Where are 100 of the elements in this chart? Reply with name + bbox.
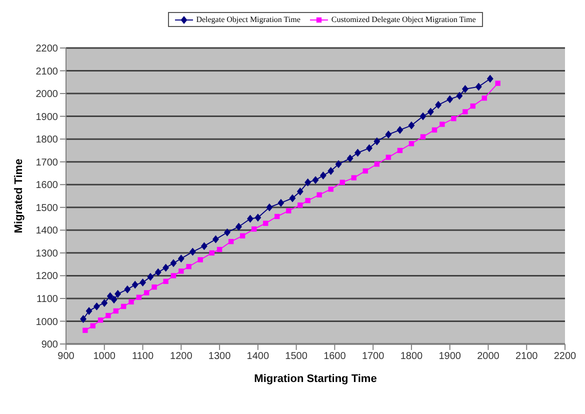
- point: [451, 116, 456, 122]
- point: [435, 101, 442, 109]
- point: [178, 268, 184, 274]
- point: [462, 85, 468, 93]
- x-tick-label: 1700: [362, 351, 385, 362]
- y-tick-label: 1800: [36, 134, 58, 146]
- point: [266, 204, 273, 212]
- point: [240, 233, 246, 238]
- x-tick-label: 1900: [438, 351, 462, 362]
- point: [224, 228, 230, 236]
- y-tick-label: 1600: [36, 180, 58, 192]
- point: [397, 148, 403, 154]
- y-tick-label: 2200: [36, 44, 58, 55]
- point: [385, 130, 392, 138]
- point: [162, 264, 169, 272]
- point: [198, 257, 203, 262]
- point: [366, 144, 372, 152]
- point: [251, 226, 257, 232]
- point: [316, 192, 322, 198]
- x-tick-label: 2100: [515, 351, 538, 362]
- point: [456, 92, 463, 100]
- point: [354, 149, 361, 156]
- legend-label: Customized Delegate Object Migration Time: [331, 15, 476, 24]
- point: [286, 208, 292, 214]
- y-tick-label: 1500: [36, 202, 58, 214]
- point: [101, 299, 108, 307]
- y-axis-title: Migrated Time: [12, 158, 25, 234]
- point: [470, 103, 476, 109]
- y-tick-label: 1900: [36, 112, 58, 123]
- point: [136, 294, 142, 300]
- point: [305, 198, 310, 204]
- point: [216, 246, 222, 252]
- point: [170, 273, 176, 278]
- point: [190, 248, 196, 256]
- point: [274, 214, 280, 220]
- point: [420, 134, 426, 140]
- y-tick-label: 1400: [36, 226, 58, 237]
- x-axis-title: Migration Starting Time: [254, 373, 377, 385]
- point: [186, 264, 192, 270]
- point: [178, 254, 184, 262]
- point: [144, 290, 150, 296]
- point: [408, 122, 415, 130]
- point: [163, 278, 168, 284]
- x-tick-label: 1500: [285, 351, 308, 362]
- x-tick-label: 1600: [324, 351, 346, 362]
- y-tick-label: 2000: [36, 89, 58, 100]
- point: [86, 307, 92, 315]
- point: [212, 236, 219, 243]
- point: [482, 95, 487, 101]
- point: [420, 112, 426, 120]
- x-tick-label: 1400: [246, 351, 270, 362]
- point: [476, 83, 482, 90]
- point: [90, 323, 96, 328]
- y-tick-label: 1100: [36, 294, 58, 306]
- point: [114, 290, 121, 298]
- point: [320, 172, 326, 180]
- x-tick-label: 1100: [132, 351, 154, 362]
- point: [228, 238, 234, 244]
- point: [82, 328, 88, 333]
- point: [263, 220, 268, 226]
- point: [335, 160, 342, 168]
- legend-label: Delegate Object Migration Time: [196, 15, 300, 24]
- point: [312, 176, 319, 184]
- point: [328, 186, 334, 192]
- point: [487, 75, 494, 82]
- point: [140, 278, 146, 286]
- point: [247, 215, 254, 222]
- point: [346, 154, 354, 162]
- point: [132, 281, 138, 288]
- y-tick-label: 900: [41, 340, 58, 351]
- point: [107, 292, 114, 300]
- point: [432, 127, 438, 133]
- x-tick-label: 1300: [208, 351, 232, 362]
- point: [351, 175, 356, 180]
- point: [170, 259, 177, 267]
- y-tick-label: 1700: [36, 157, 58, 168]
- point: [155, 268, 162, 276]
- x-tick-label: 2200: [554, 351, 577, 362]
- point: [304, 178, 311, 186]
- point: [362, 168, 368, 174]
- point: [396, 126, 404, 134]
- point: [462, 109, 468, 114]
- point: [374, 162, 380, 167]
- point: [110, 296, 118, 304]
- point: [428, 108, 434, 116]
- point: [386, 154, 392, 160]
- point: [152, 284, 157, 290]
- point: [289, 194, 296, 202]
- y-tick-label: 1200: [36, 271, 58, 282]
- point: [328, 167, 334, 175]
- point: [440, 122, 445, 127]
- point: [297, 188, 304, 196]
- y-tick-label: 1000: [36, 316, 58, 328]
- x-tick-label: 2000: [477, 351, 500, 362]
- point: [408, 141, 414, 146]
- point: [278, 199, 284, 207]
- point: [209, 250, 214, 256]
- y-tick-label: 1300: [36, 248, 58, 260]
- point: [98, 317, 104, 323]
- point: [236, 223, 242, 230]
